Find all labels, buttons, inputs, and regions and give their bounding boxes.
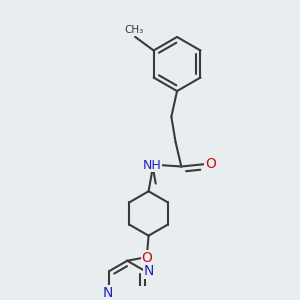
Text: CH₃: CH₃	[124, 26, 143, 35]
Text: O: O	[142, 251, 153, 265]
Text: N: N	[103, 286, 113, 300]
Text: O: O	[205, 157, 216, 171]
Text: NH: NH	[142, 159, 161, 172]
Text: N: N	[143, 264, 154, 278]
